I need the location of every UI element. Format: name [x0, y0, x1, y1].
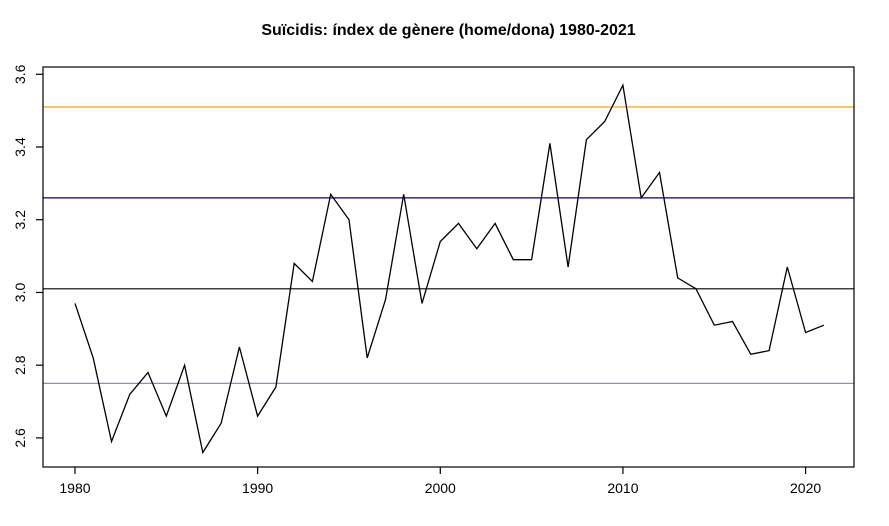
x-axis-tick-label: 2000: [425, 480, 456, 496]
y-axis-tick-label: 3.0: [12, 283, 28, 303]
data-line-index-genere-home-dona: [74, 83, 825, 455]
x-axis-tick-label: 2020: [790, 480, 821, 496]
x-axis-tick-label: 1990: [242, 480, 273, 496]
y-axis-tick-label: 2.8: [12, 355, 28, 375]
y-axis-tick-label: 3.6: [12, 64, 28, 84]
x-axis-tick-label: 1980: [59, 480, 90, 496]
y-axis-tick-label: 2.6: [12, 428, 28, 448]
chart-title: Suïcidis: índex de gènere (home/dona) 19…: [261, 22, 636, 39]
y-axis-tick-label: 3.2: [12, 210, 28, 230]
x-axis-tick-label: 2010: [607, 480, 638, 496]
y-axis-tick-label: 3.4: [12, 137, 28, 157]
plot-box: [42, 66, 855, 468]
